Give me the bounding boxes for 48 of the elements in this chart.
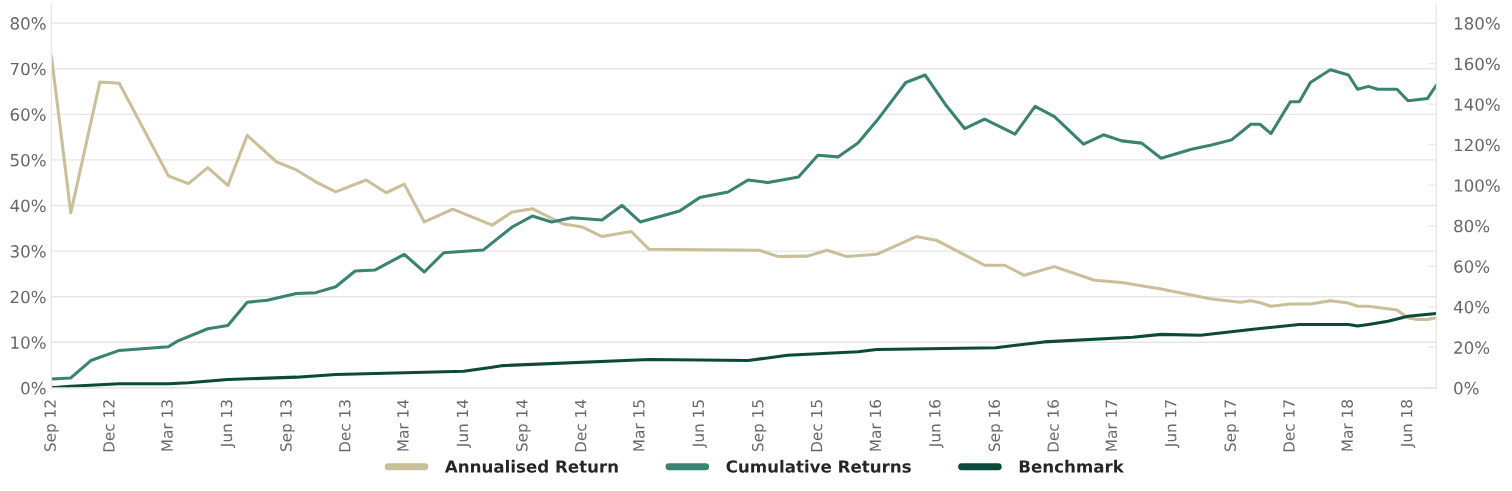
x-tick-label: Jun 14 <box>456 399 472 448</box>
x-tick-label: Jun 16 <box>929 399 944 448</box>
y-tick-label: 70% <box>10 62 46 76</box>
x-tick-label: Jun 18 <box>1400 400 1416 448</box>
y-tick-label: 80% <box>10 17 46 30</box>
y-tick-label: 60% <box>10 108 46 121</box>
x-tick-label: Sep 13 <box>280 400 295 452</box>
y2-tick-label: 160% <box>1454 57 1500 71</box>
x-tick-label: Sep 12 <box>44 400 59 452</box>
y-tick-label: 40% <box>10 199 46 213</box>
x-tick-label: Jun 15 <box>692 400 707 448</box>
line-series <box>51 54 1437 322</box>
legend-label: Cumulative Returns <box>726 459 911 473</box>
x-tick-label: Dec 14 <box>575 399 587 452</box>
y-tick-label: 50% <box>10 153 46 167</box>
x-tick-label: Sep 15 <box>751 400 767 452</box>
x-tick-label: Sep 17 <box>1224 400 1239 452</box>
y2-tick-label: 80% <box>1454 219 1490 233</box>
y2-tick-label: 20% <box>1454 341 1490 354</box>
line-series <box>51 68 1437 381</box>
x-tick-label: Jun 13 <box>220 400 236 448</box>
y2-tick-label: 100% <box>1454 179 1500 192</box>
y2-tick-label: 0% <box>1454 381 1479 395</box>
y2-tick-label: 40% <box>1453 300 1490 314</box>
y2-tick-label: 140% <box>1454 98 1500 111</box>
x-tick-label: Mar 15 <box>633 400 645 451</box>
legend-label: Annualised Return <box>444 459 618 473</box>
y-tick-label: 10% <box>11 336 46 349</box>
legend-label: Benchmark <box>1019 459 1125 473</box>
x-tick-label: Mar 17 <box>1105 400 1118 451</box>
y2-tick-label: 120% <box>1454 138 1500 152</box>
x-tick-label: Mar 16 <box>869 399 882 451</box>
x-tick-label: Dec 17 <box>1283 400 1295 452</box>
x-tick-label: Sep 16 <box>988 399 1004 452</box>
y-tick-label: 20% <box>10 290 46 304</box>
y-tick-label: 30% <box>10 245 46 258</box>
y2-tick-label: 180% <box>1454 17 1500 30</box>
x-tick-label: Dec 13 <box>338 400 351 452</box>
x-tick-label: Mar 18 <box>1341 400 1353 451</box>
x-tick-label: Mar 13 <box>161 400 173 451</box>
x-tick-label: Dec 15 <box>810 400 823 452</box>
y-tick-label: 0% <box>21 381 46 395</box>
x-tick-label: Sep 14 <box>516 399 531 452</box>
y2-tick-label: 60% <box>1454 260 1490 273</box>
x-tick-label: Jun 17 <box>1165 400 1180 448</box>
x-tick-label: Dec 12 <box>103 400 115 452</box>
x-tick-label: Dec 16 <box>1047 399 1059 452</box>
x-tick-label: Mar 14 <box>397 399 409 451</box>
